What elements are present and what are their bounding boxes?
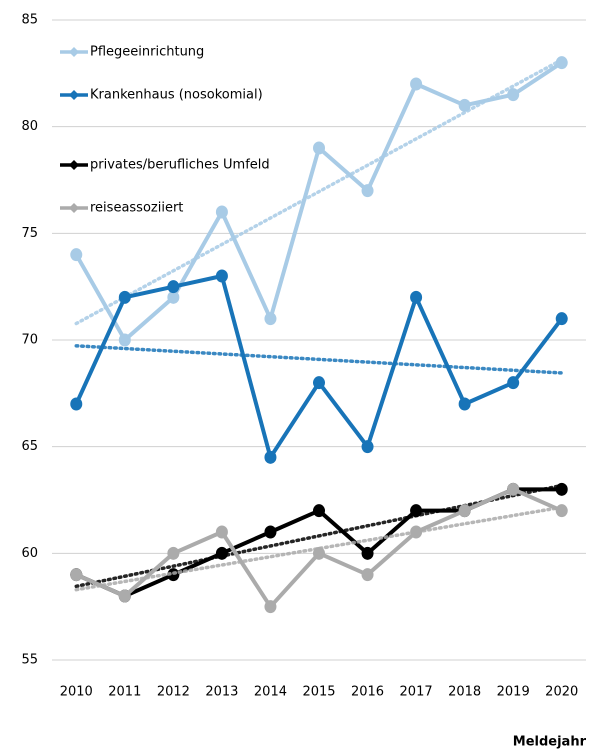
y-tick-label: 65: [21, 439, 38, 454]
point: [167, 280, 180, 294]
x-tick-label: 2016: [351, 685, 384, 700]
point: [410, 77, 423, 91]
x-tick-label: 2014: [254, 685, 287, 700]
point: [167, 290, 180, 304]
point: [458, 504, 471, 518]
trendline: [74, 344, 564, 375]
point: [264, 600, 277, 614]
point: [215, 546, 228, 560]
point: [118, 333, 131, 347]
point: [458, 397, 471, 411]
legend-marker: [69, 160, 79, 170]
legend-label: reiseassoziiert: [90, 201, 183, 216]
point: [555, 312, 568, 326]
y-tick-label: 70: [21, 333, 38, 348]
point: [264, 525, 277, 539]
point: [70, 248, 83, 262]
point: [361, 440, 374, 454]
point: [215, 205, 228, 219]
point: [264, 450, 277, 464]
y-tick-label: 75: [21, 226, 38, 241]
legend-label: Krankenhaus (nosokomial): [90, 88, 263, 103]
point: [507, 376, 520, 390]
point: [70, 568, 83, 582]
point: [507, 88, 520, 102]
point: [313, 141, 325, 155]
x-tick-label: 2010: [60, 685, 93, 700]
point: [215, 269, 228, 283]
point: [70, 397, 83, 411]
x-tick-label: 2017: [400, 685, 433, 700]
x-tick-label: 2011: [108, 685, 141, 700]
x-tick-label: 2019: [497, 685, 530, 700]
point: [118, 589, 131, 603]
y-tick-label: 55: [21, 653, 38, 668]
point: [215, 525, 228, 539]
point: [313, 504, 325, 518]
point: [118, 290, 131, 304]
point: [313, 376, 325, 390]
point: [410, 504, 423, 518]
point: [410, 525, 423, 539]
y-tick-label: 80: [21, 119, 38, 134]
point: [555, 482, 568, 496]
point: [361, 184, 374, 198]
point: [507, 482, 520, 496]
series-line: [74, 274, 564, 460]
point: [555, 56, 568, 70]
x-axis-label: Meldejahr: [513, 735, 587, 750]
point: [410, 290, 423, 304]
y-tick-label: 85: [21, 13, 38, 28]
point: [167, 546, 180, 560]
legend-label: privates/berufliches Umfeld: [90, 158, 270, 173]
x-tick-label: 2018: [448, 685, 481, 700]
point: [361, 546, 374, 560]
x-tick-label: 2020: [545, 685, 578, 700]
legend-marker: [69, 203, 79, 213]
x-tick-label: 2013: [205, 685, 238, 700]
x-tick-label: 2015: [302, 685, 335, 700]
point: [361, 568, 374, 582]
point: [555, 504, 568, 518]
y-tick-label: 60: [21, 546, 38, 561]
point: [313, 546, 325, 560]
legend-label: Pflegeeinrichtung: [90, 45, 204, 60]
x-tick-label: 2012: [157, 685, 190, 700]
point: [458, 98, 471, 112]
point: [264, 312, 277, 326]
legend-marker: [69, 90, 79, 100]
legend-marker: [69, 47, 79, 57]
